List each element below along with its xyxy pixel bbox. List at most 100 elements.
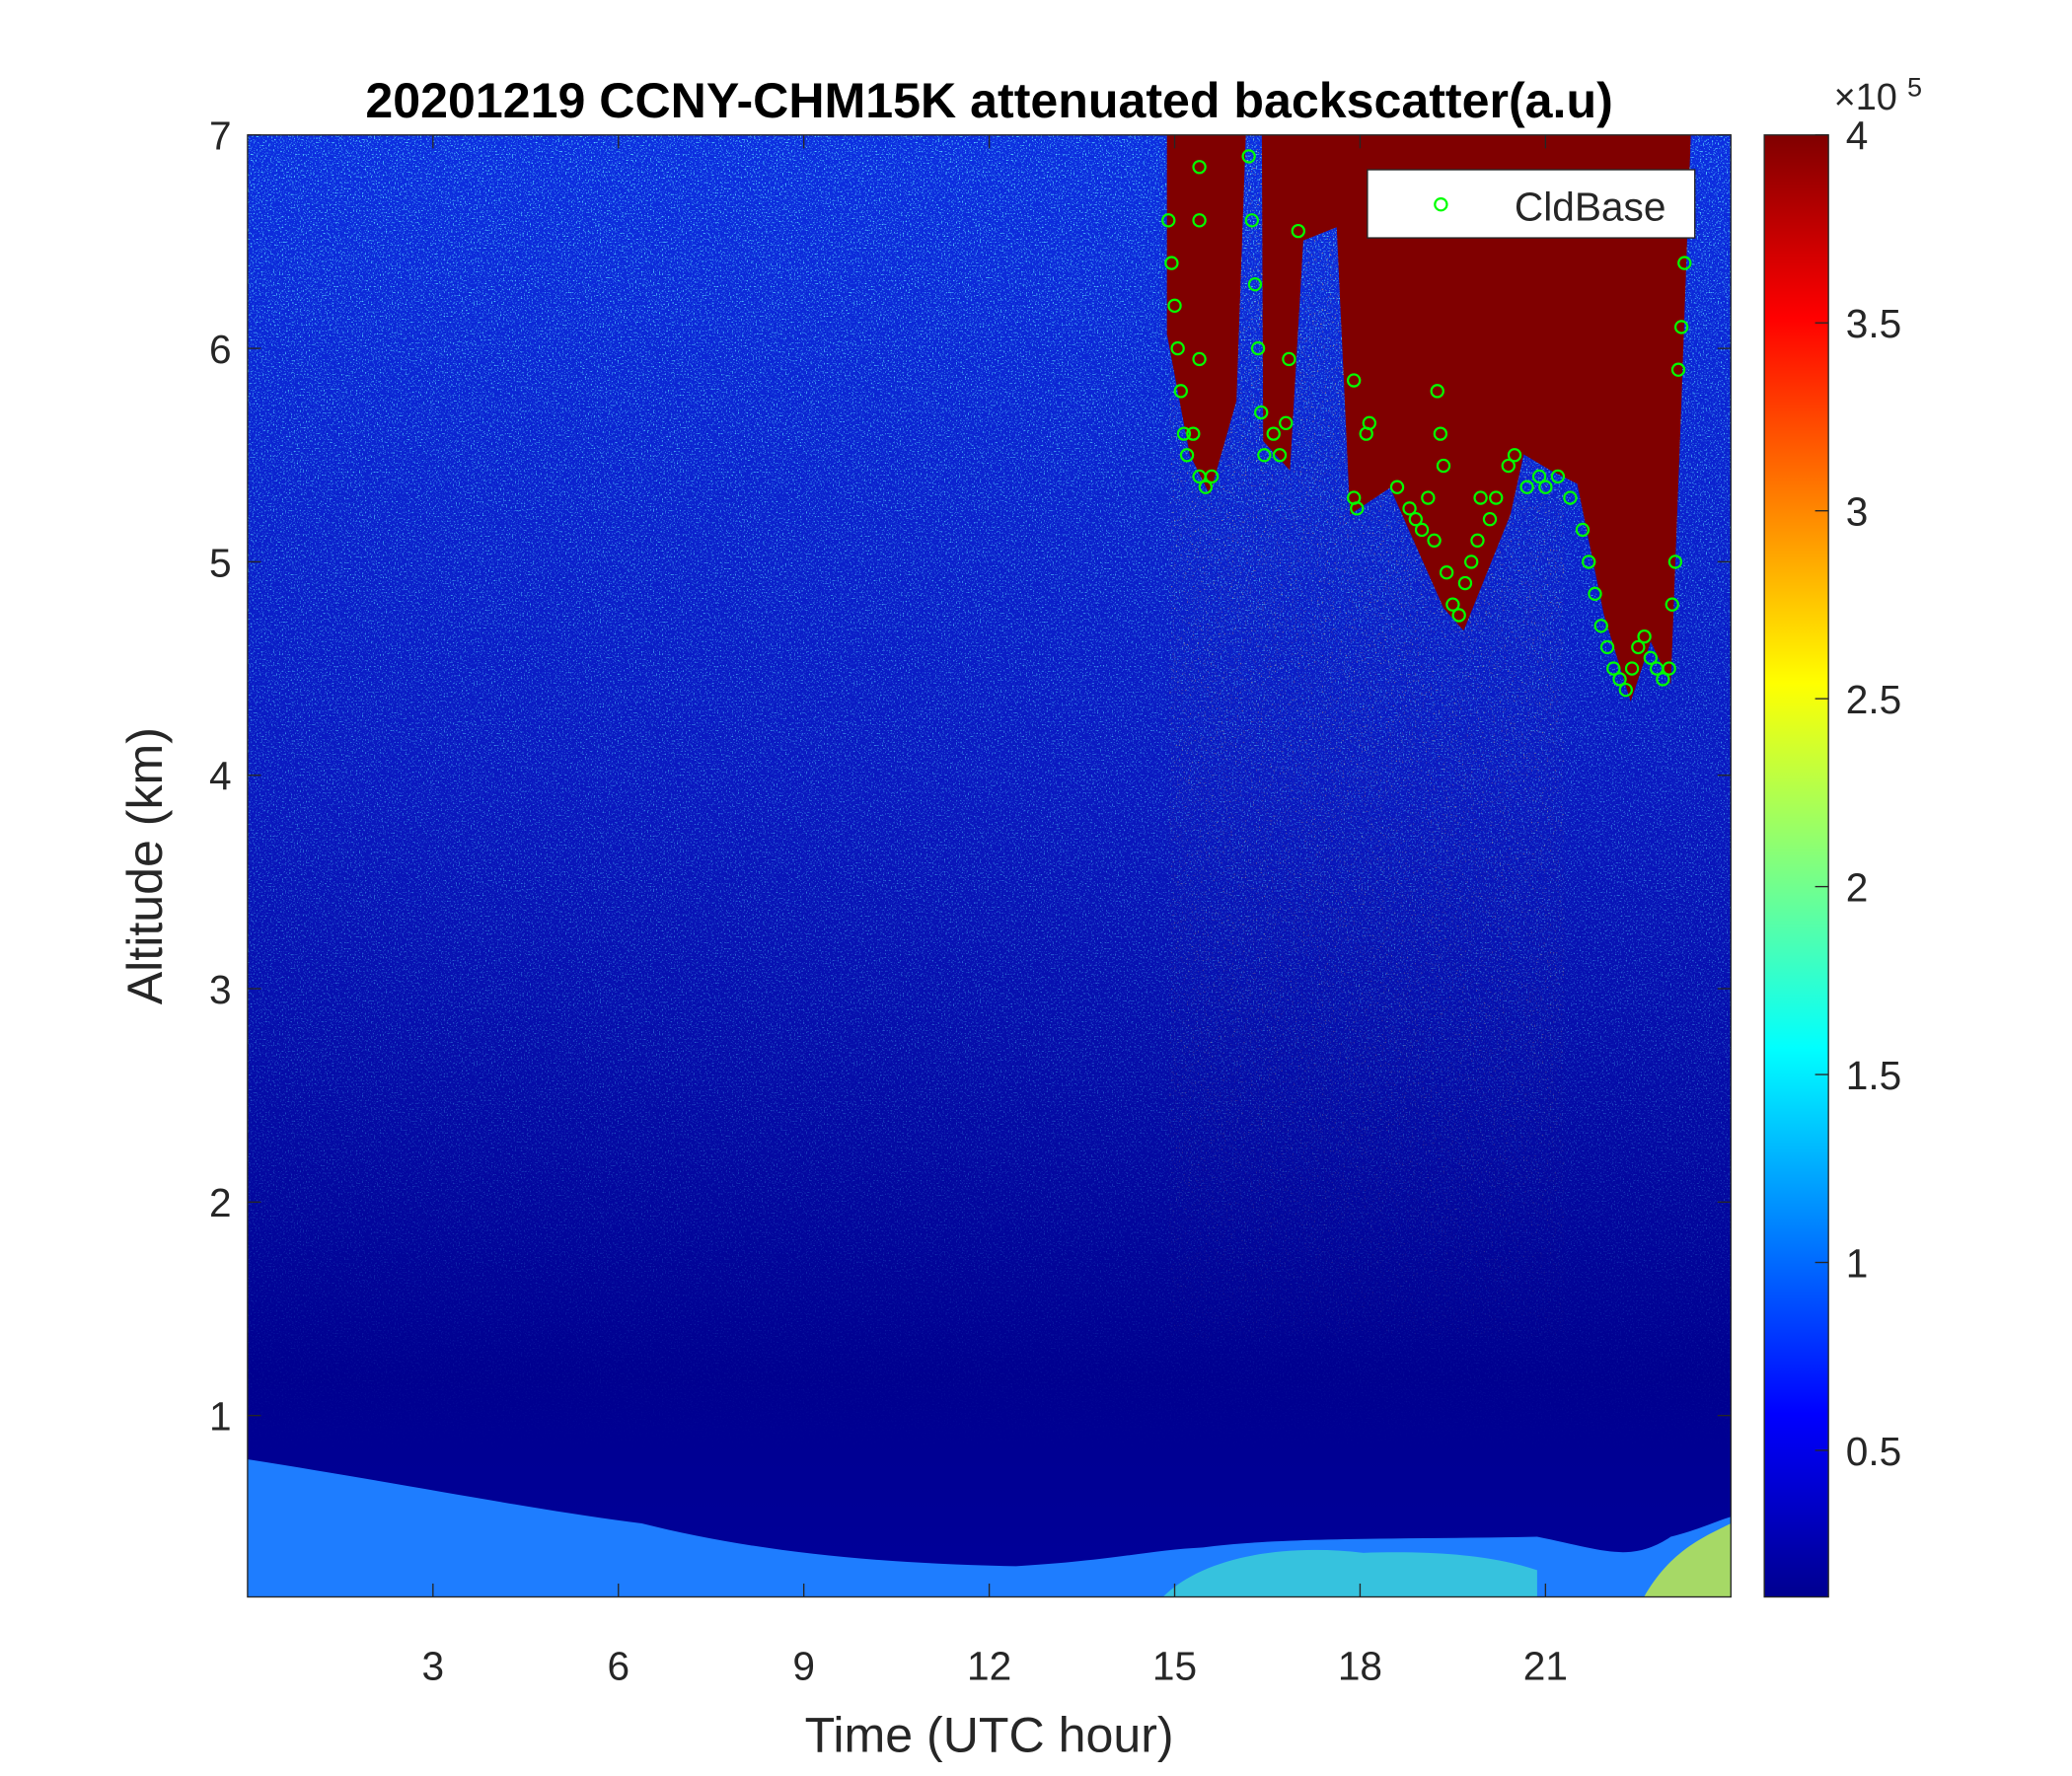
legend-box [1367,169,1696,239]
cloud-base-point [1241,149,1256,164]
cloud-base-point [1489,490,1504,505]
cloud-base-point [1192,160,1207,175]
cloud-base-point [1389,480,1405,494]
cloud-base-point [1507,448,1522,463]
cloud-base-point [1408,511,1423,527]
cloud-base-point [1457,575,1473,591]
cloud-base-point [1272,448,1288,463]
cloud-base-point [1673,320,1689,334]
cloud-base-point [1247,277,1263,292]
cloud-base-point [1588,586,1602,602]
colorbar-exponent: 5 [1907,72,1922,103]
cloud-base-point [1198,480,1214,494]
cloud-base-point [1501,458,1516,474]
cloud-base-point [1161,213,1176,228]
cloud-base-point [1464,555,1479,569]
cloud-base-point [1350,501,1365,516]
colorbar-tick-label: 3.5 [1846,301,1901,346]
cloud-base-point [1445,597,1460,612]
cloud-base-point [1550,469,1566,484]
colorbar-multiplier: ×10 [1834,77,1897,118]
cloud-base-point [1631,639,1646,655]
cloud-base-point [1439,565,1454,580]
cloud-base-point [1192,351,1207,367]
cloud-base-point [1167,298,1182,314]
y-tick-label: 1 [209,1394,232,1440]
cloud-base-point [1667,555,1683,569]
y-tick-label: 3 [209,967,232,1012]
cloud-base-point [1427,533,1442,548]
cloud-base-point [1563,490,1578,505]
backscatter-image [247,134,1732,1597]
cloud-base-point [1531,469,1547,484]
x-tick-label: 21 [1523,1643,1568,1688]
x-tick-label: 9 [792,1643,815,1688]
cloud-base-point [1192,213,1207,228]
colorbar-tick-label: 3 [1846,489,1869,535]
cloud-base-point [1414,522,1430,538]
cloud-base-point [1164,256,1179,270]
y-tick-label: 2 [209,1180,232,1225]
x-tick-label: 15 [1152,1643,1197,1688]
cloud-base-point [1538,480,1553,494]
cloud-base-point [1606,661,1621,676]
y-tick-label: 5 [209,540,232,585]
cloud-base-point [1244,213,1259,228]
colorbar-tick-label: 0.5 [1846,1429,1901,1474]
cloud-base-point [1176,426,1192,441]
cloud-base-point [1186,426,1201,441]
colorbar [1763,134,1829,1598]
colorbar-tick-label: 2 [1846,865,1869,911]
cloud-base-point [1257,448,1272,463]
cloud-base-point [1204,469,1220,484]
x-tick-label: 6 [607,1643,629,1688]
cloud-base-point [1421,490,1436,505]
cloud-base-point [1482,511,1498,527]
y-tick-label: 4 [209,754,232,799]
legend-marker [1434,197,1448,212]
colorbar-tick-label: 1.5 [1846,1053,1901,1098]
cloud-base-point [1279,415,1294,430]
cloud-base-point [1179,448,1195,463]
cloud-base-point [1637,629,1652,644]
cloud-base-point [1656,672,1670,687]
cloud-base-point [1250,340,1266,356]
y-axis-label: Altitude (km) [117,727,173,1004]
colorbar-tick-label: 1 [1846,1240,1869,1286]
cloud-base-point [1582,555,1596,569]
cloud-base-point [1618,683,1633,698]
cloud-base-point [1436,458,1451,474]
cloud-base-point [1665,597,1679,612]
cloud-base-point [1599,639,1615,655]
colorbar-tick-label: 2.5 [1846,677,1901,722]
cloud-base-point [1470,533,1485,548]
cloud-base-point [1173,384,1188,399]
cloud-base-point [1282,351,1296,367]
cloud-base-point [1677,256,1692,270]
cloud-base-point [1347,373,1362,388]
cloud-base-point [1624,661,1640,676]
cloud-base-point [1519,480,1534,494]
scatter-series [1161,149,1695,698]
cloud-base-point [1430,384,1444,399]
y-tick-label: 7 [209,113,232,159]
x-tick-label: 18 [1338,1643,1382,1688]
x-tick-label: 3 [422,1643,445,1688]
cloud-base-point [1266,426,1281,441]
cloud-base-point [1593,619,1608,633]
cloud-base-point [1612,672,1627,687]
y-tick-label: 6 [209,327,232,372]
cloud-base-point [1670,362,1686,377]
cloud-base-point [1402,501,1417,516]
cloud-base-point [1662,661,1676,676]
colorbar-tick-label: 4 [1846,113,1869,159]
cloud-base-point [1643,650,1659,665]
cloud-base-point [1473,490,1488,505]
cloud-base-point [1170,340,1185,356]
legend-label: CldBase [1515,184,1666,229]
legend: CldBase [1367,169,1696,239]
cloud-base-point [1575,522,1591,538]
cloud-base-point [1291,223,1305,239]
cloud-base-point [1433,426,1448,441]
